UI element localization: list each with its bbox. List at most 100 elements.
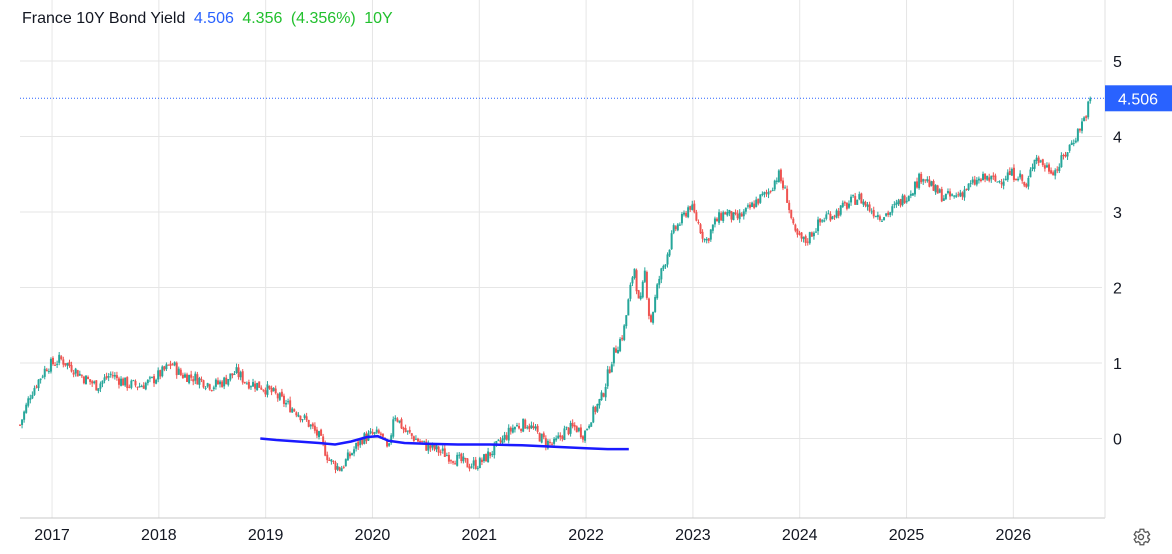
candle-body	[196, 374, 199, 385]
candle-body	[887, 212, 890, 215]
candle-body	[266, 384, 269, 395]
candle-body	[122, 378, 125, 386]
candle-body	[614, 348, 617, 353]
candle-body	[214, 379, 217, 387]
candle-body	[536, 425, 539, 432]
candle-body	[74, 368, 77, 374]
candle-body	[959, 192, 962, 197]
candle-body	[482, 454, 485, 462]
candle-body	[1068, 144, 1071, 151]
candle-body	[150, 376, 153, 378]
candle-body	[1039, 160, 1042, 162]
candle-body	[893, 204, 896, 206]
candle-body	[680, 213, 683, 224]
gear-icon[interactable]	[1130, 526, 1152, 548]
candle-body	[1008, 170, 1011, 176]
candle-body	[412, 436, 415, 441]
candle-body	[396, 418, 399, 422]
candle-body	[408, 429, 411, 433]
candle-body	[658, 278, 661, 285]
candle-body	[819, 218, 822, 223]
candle-body	[746, 205, 749, 207]
candle-body	[662, 265, 665, 269]
candle-body	[668, 249, 671, 256]
candle-body	[728, 209, 731, 214]
candle-body	[293, 409, 296, 412]
candle-body	[742, 211, 745, 217]
candle-body	[194, 373, 197, 381]
candle-body	[652, 311, 655, 323]
candle-body	[212, 387, 215, 390]
candle-body	[105, 376, 108, 379]
candle-body	[1015, 179, 1018, 181]
candle-body	[542, 433, 545, 438]
chart-legend: France 10Y Bond Yield 4.506 4.356 (4.356…	[22, 10, 397, 28]
candle-body	[227, 379, 230, 385]
candle-body	[404, 428, 407, 432]
x-tick-label: 2019	[248, 527, 284, 544]
candle-body	[427, 444, 430, 451]
candle-body	[249, 386, 252, 388]
candle-body	[794, 224, 797, 231]
candle-body	[291, 408, 294, 413]
candle-body	[233, 373, 236, 375]
candle-body	[27, 398, 30, 406]
candle-body	[971, 179, 974, 183]
candle-body	[416, 438, 419, 442]
candle-body	[258, 381, 261, 388]
candle-body	[155, 379, 158, 384]
candle-body	[734, 212, 737, 214]
candle-body	[753, 203, 756, 208]
candle-body	[724, 212, 727, 215]
candle-body	[221, 381, 224, 387]
candle-body	[361, 439, 364, 445]
candle-body	[274, 388, 277, 394]
candle-body	[346, 452, 349, 461]
candle-body	[878, 216, 881, 220]
candle-body	[765, 192, 768, 194]
candle-body	[808, 232, 811, 244]
candle-body	[895, 202, 898, 205]
candle-body	[701, 231, 704, 239]
candle-body	[899, 199, 902, 206]
candle-body	[934, 185, 937, 193]
x-tick-label: 2026	[996, 527, 1032, 544]
candle-body	[827, 213, 830, 215]
candle-body	[241, 371, 244, 383]
candle-body	[577, 427, 580, 432]
candle-body	[1056, 169, 1059, 171]
candle-body	[357, 441, 360, 447]
candle-body	[973, 179, 976, 185]
candle-body	[305, 416, 308, 420]
candle-body	[19, 424, 21, 426]
candle-body	[82, 376, 85, 384]
candle-body	[858, 194, 861, 200]
candle-body	[210, 390, 213, 392]
y-tick-label: 0	[1113, 432, 1122, 449]
candle-body	[748, 204, 751, 208]
candle-body	[190, 374, 193, 378]
candle-body	[157, 370, 160, 380]
x-tick-label: 2024	[782, 527, 818, 544]
candle-body	[518, 426, 521, 429]
candle-body	[31, 394, 34, 399]
candle-body	[907, 195, 910, 201]
candle-body	[128, 386, 131, 388]
candle-body	[551, 443, 554, 445]
candle-body	[806, 241, 809, 243]
candle-body	[992, 175, 995, 177]
candle-body	[410, 433, 413, 436]
candle-body	[1006, 172, 1009, 180]
candle-body	[181, 374, 184, 379]
candle-body	[414, 438, 417, 440]
candle-body	[990, 175, 993, 180]
candle-body	[975, 180, 978, 185]
candle-body	[586, 429, 589, 431]
candle-body	[639, 295, 642, 299]
candle-body	[348, 453, 351, 457]
candle-body	[1070, 142, 1073, 145]
candle-body	[814, 231, 817, 233]
candle-body	[309, 424, 312, 427]
candle-body	[231, 373, 234, 376]
